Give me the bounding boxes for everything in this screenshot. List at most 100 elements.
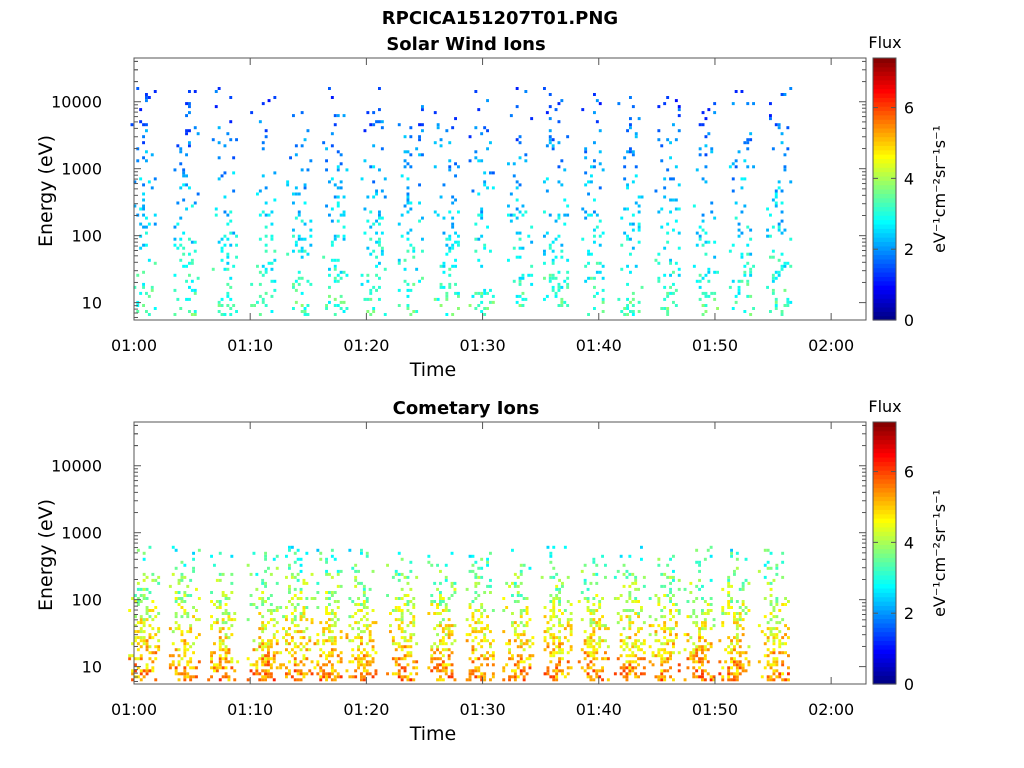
heatmap-cell	[786, 297, 790, 301]
heatmap-cell	[669, 600, 672, 603]
heatmap-cell	[400, 615, 404, 619]
colorbar-segment	[873, 189, 896, 194]
heatmap-cell	[336, 569, 340, 573]
heatmap-cell	[642, 672, 646, 676]
heatmap-cell	[439, 285, 443, 289]
heatmap-cell	[296, 597, 300, 600]
heatmap-cell	[345, 633, 349, 637]
heatmap-cell	[227, 675, 231, 679]
heatmap-cell	[563, 300, 567, 304]
heatmap-cell	[406, 624, 410, 628]
heatmap-cell	[448, 273, 452, 277]
heatmap-cell	[412, 597, 416, 600]
heatmap-cell	[261, 678, 265, 682]
heatmap-cell	[698, 560, 701, 564]
colorbar-segment	[873, 97, 896, 103]
heatmap-cell	[333, 304, 337, 307]
heatmap-cell	[328, 627, 331, 631]
heatmap-cell	[131, 642, 134, 646]
heatmap-cell	[735, 663, 739, 667]
heatmap-cell	[406, 600, 410, 603]
heatmap-cell	[380, 126, 384, 130]
colorbar-title: Flux	[868, 33, 901, 52]
heatmap-cell	[325, 204, 328, 208]
heatmap-cell	[634, 675, 638, 679]
heatmap-cell	[406, 210, 410, 214]
colorbar-segment	[873, 149, 896, 155]
heatmap-cell	[134, 615, 137, 619]
heatmap-cell	[441, 627, 445, 631]
heatmap-cell	[474, 581, 478, 585]
heatmap-cell	[654, 654, 658, 658]
heatmap-cell	[290, 612, 294, 615]
heatmap-cell	[322, 630, 326, 634]
heatmap-cell	[293, 624, 297, 628]
heatmap-cell	[689, 615, 693, 619]
heatmap-cell	[397, 222, 401, 226]
heatmap-cell	[230, 624, 234, 628]
heatmap-cell	[227, 615, 231, 619]
heatmap-cell	[580, 648, 584, 652]
heatmap-cell	[772, 578, 776, 582]
heatmap-cell	[288, 566, 291, 570]
heatmap-cell	[180, 578, 184, 582]
heatmap-cell	[365, 551, 369, 555]
heatmap-cell	[406, 198, 410, 202]
heatmap-cell	[207, 678, 211, 682]
heatmap-cell	[581, 207, 585, 211]
heatmap-cell	[441, 654, 445, 658]
heatmap-cell	[186, 642, 190, 646]
heatmap-cell	[441, 618, 445, 622]
heatmap-cell	[319, 669, 323, 673]
heatmap-cell	[522, 660, 526, 664]
heatmap-cell	[226, 222, 230, 226]
heatmap-cell	[185, 174, 188, 178]
heatmap-cell	[403, 150, 407, 154]
heatmap-cell	[549, 575, 553, 579]
colorbar-segment	[873, 605, 896, 611]
heatmap-cell	[363, 297, 367, 301]
heatmap-cell	[486, 557, 489, 561]
heatmap-cell	[491, 651, 495, 655]
heatmap-cell	[727, 675, 731, 679]
heatmap-cell	[701, 624, 704, 628]
heatmap-cell	[412, 624, 416, 628]
heatmap-cell	[224, 666, 228, 670]
heatmap-cell	[302, 615, 306, 619]
heatmap-cell	[371, 645, 375, 649]
heatmap-cell	[179, 237, 183, 241]
heatmap-cell	[336, 219, 340, 223]
heatmap-cell	[589, 581, 593, 585]
heatmap-cell	[677, 207, 681, 211]
heatmap-cell	[153, 222, 157, 226]
heatmap-cell	[421, 249, 424, 253]
heatmap-cell	[282, 627, 285, 631]
heatmap-cell	[391, 575, 395, 579]
heatmap-cell	[357, 569, 360, 573]
heatmap-cell	[189, 578, 193, 582]
heatmap-cell	[465, 618, 469, 622]
heatmap-cell	[730, 678, 733, 682]
heatmap-cell	[173, 288, 177, 292]
heatmap-cell	[769, 678, 773, 682]
heatmap-cell	[220, 313, 224, 316]
colorbar-segment	[873, 561, 896, 567]
heatmap-cell	[451, 225, 455, 229]
heatmap-cell	[654, 594, 658, 597]
heatmap-cell	[288, 633, 291, 637]
heatmap-cell	[293, 660, 297, 664]
heatmap-cell	[300, 276, 304, 280]
heatmap-cell	[674, 288, 678, 292]
heatmap-cell	[775, 572, 779, 576]
heatmap-cell	[622, 609, 626, 612]
heatmap-cell	[151, 636, 155, 640]
heatmap-cell	[224, 609, 228, 612]
heatmap-cell	[215, 600, 219, 603]
heatmap-cell	[771, 279, 775, 283]
heatmap-cell	[480, 621, 484, 625]
heatmap-cell	[189, 660, 193, 664]
heatmap-cell	[727, 645, 731, 649]
heatmap-cell	[672, 678, 675, 682]
heatmap-cell	[724, 612, 728, 615]
